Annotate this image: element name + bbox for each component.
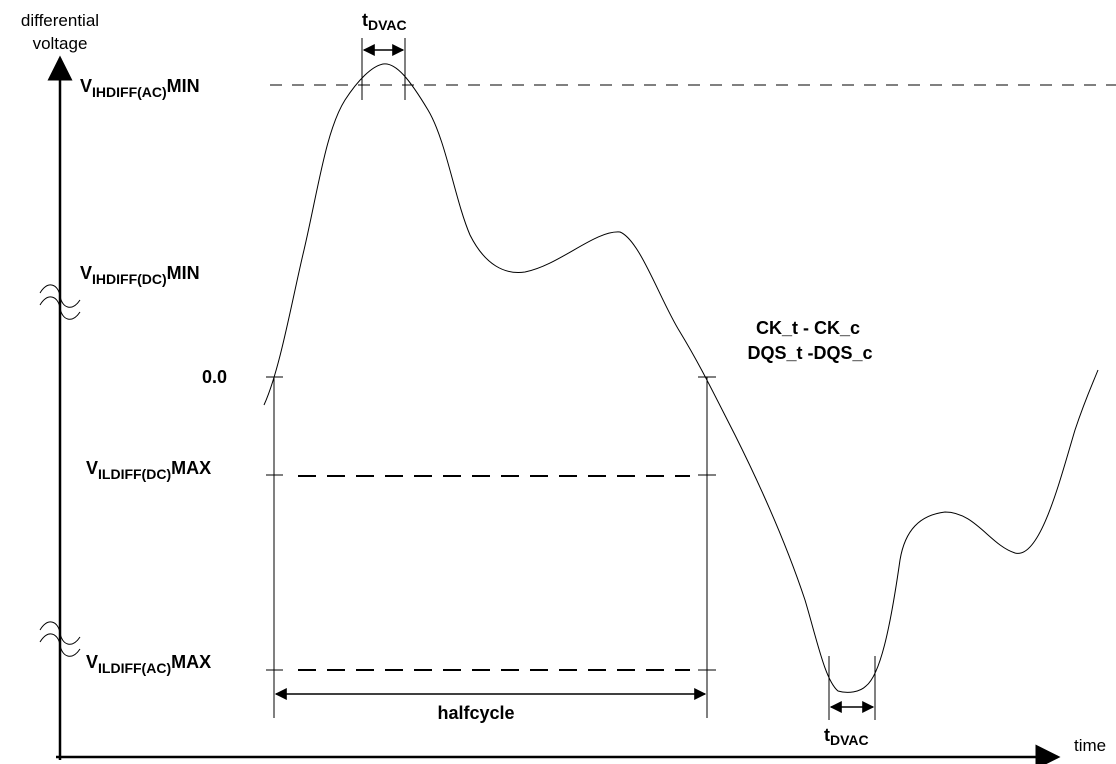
y-axis-break-upper xyxy=(39,284,81,320)
signal-label-ck: CK_t - CK_c xyxy=(756,318,860,338)
x-axis-label: time xyxy=(1074,736,1106,755)
differential-waveform xyxy=(263,63,1099,693)
vil-ac-label: VILDIFF(AC)MAX xyxy=(86,652,211,676)
tdvac-bottom-label: tDVAC xyxy=(824,725,869,748)
vih-ac-label: VIHDIFF(AC)MIN xyxy=(80,76,200,100)
tdvac-top-label: tDVAC xyxy=(362,10,407,33)
y-axis-label-line1: differential xyxy=(21,11,99,30)
signal-label-dqs: DQS_t -DQS_c xyxy=(747,343,872,363)
y-axis-label-line2: voltage xyxy=(33,34,88,53)
y-axis-break-lower xyxy=(39,621,81,657)
level-ticks xyxy=(266,376,716,671)
zero-level-label: 0.0 xyxy=(202,367,227,387)
vih-dc-label: VIHDIFF(DC)MIN xyxy=(80,263,200,287)
halfcycle-label: halfcycle xyxy=(437,703,514,723)
vil-dc-label: VILDIFF(DC)MAX xyxy=(86,458,211,482)
